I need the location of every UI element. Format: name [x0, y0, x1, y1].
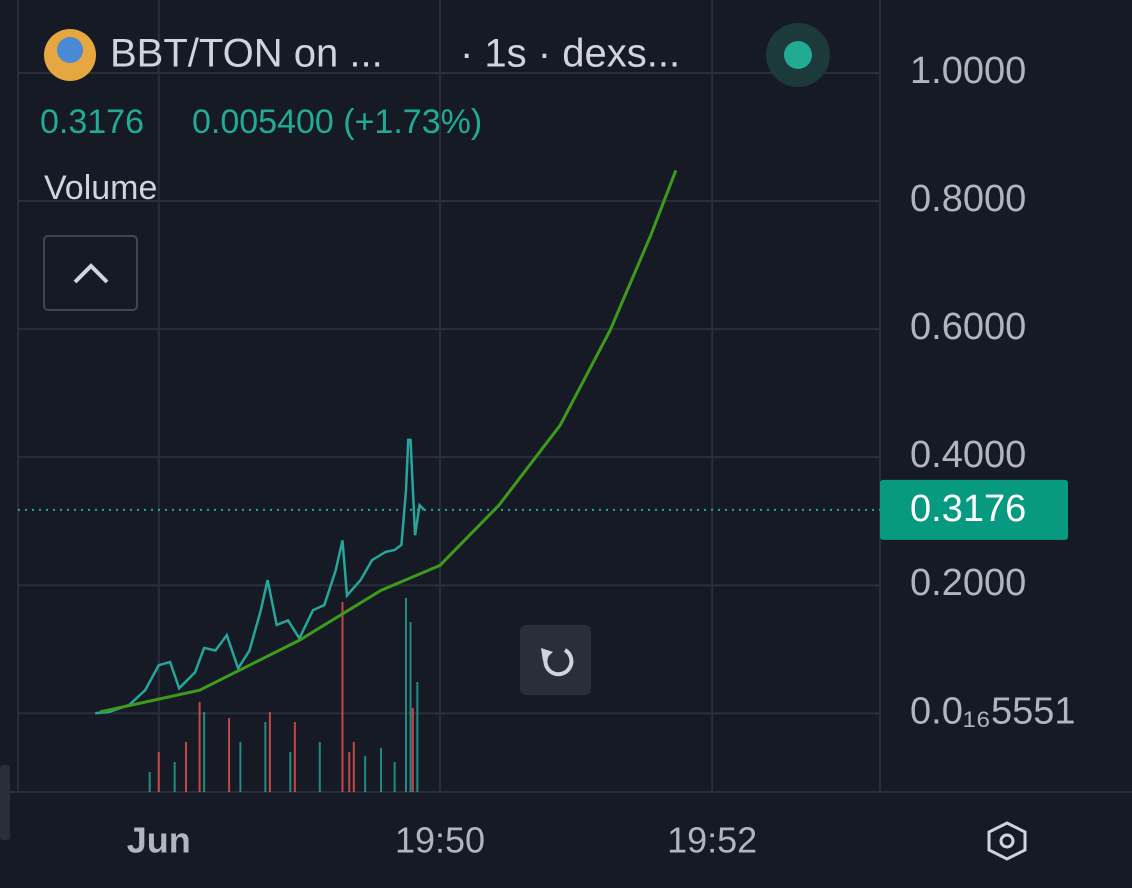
token-icon-face [57, 37, 83, 63]
volume-bar [318, 742, 321, 792]
collapse-button[interactable] [43, 235, 138, 311]
side-handle[interactable] [0, 765, 10, 840]
reset-arrow [541, 648, 553, 661]
reset-button[interactable] [520, 625, 591, 695]
reset-icon [543, 648, 574, 677]
volume-bar [393, 762, 396, 792]
volume-label: Volume [44, 169, 157, 207]
y-tick-label: 0.6000 [910, 306, 1026, 348]
price: 0.3176 [40, 103, 144, 141]
change: 0.005400 (+1.73%) [192, 103, 482, 141]
volume-bar [293, 722, 296, 792]
plot [18, 0, 880, 792]
volume-bar [198, 702, 201, 792]
settings-button[interactable] [987, 821, 1027, 861]
status-dot [784, 41, 812, 69]
series-line [99, 169, 678, 714]
volume-bar [409, 622, 412, 792]
volume-bar [380, 748, 383, 792]
volume-bar [341, 602, 344, 792]
y-tick-label: 1.0000 [910, 50, 1026, 92]
volume-bar [239, 742, 242, 792]
volume-bar [173, 762, 176, 792]
last-price-label: 0.3176 [910, 488, 1026, 530]
x-tick-label: 19:50 [395, 820, 485, 861]
volume-bar [348, 752, 351, 792]
last-price-box [880, 479, 1068, 540]
chart-subtitle: · 1s · dexs... [460, 32, 680, 76]
x-tick-label: Jun [127, 820, 191, 861]
chart-title: BBT/TON on ... [110, 32, 383, 76]
x-tick-label: 19:52 [667, 820, 757, 861]
y-tick-label: 0.8000 [910, 178, 1026, 220]
series-line [95, 438, 426, 715]
volume-bar [157, 752, 160, 792]
volume-bar [352, 742, 355, 792]
y-tick-label: 0.4000 [910, 434, 1026, 476]
volume-bar [203, 712, 206, 792]
y-tick-label: 0.2000 [910, 562, 1026, 604]
volume-bar [268, 712, 271, 792]
collapse-icon [73, 263, 109, 284]
volume-bar [148, 772, 151, 792]
volume-bar [404, 598, 407, 792]
volume-bar [411, 708, 414, 792]
volume-bar [416, 682, 419, 792]
settings-icon [999, 833, 1015, 849]
volume-bar [289, 752, 292, 792]
volume-bar [184, 742, 187, 792]
volume-bar [364, 756, 367, 792]
y-tick-label: 0.0₁₆5551 [910, 690, 1076, 732]
volume-bar [228, 718, 231, 792]
volume-bar [264, 722, 267, 792]
